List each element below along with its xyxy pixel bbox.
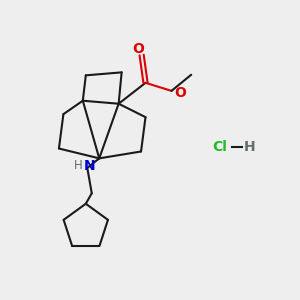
Text: Cl: Cl xyxy=(213,140,228,154)
Text: O: O xyxy=(132,42,144,56)
Text: H: H xyxy=(74,159,83,172)
Text: H: H xyxy=(244,140,255,154)
Text: O: O xyxy=(174,86,186,100)
Text: N: N xyxy=(84,158,95,172)
